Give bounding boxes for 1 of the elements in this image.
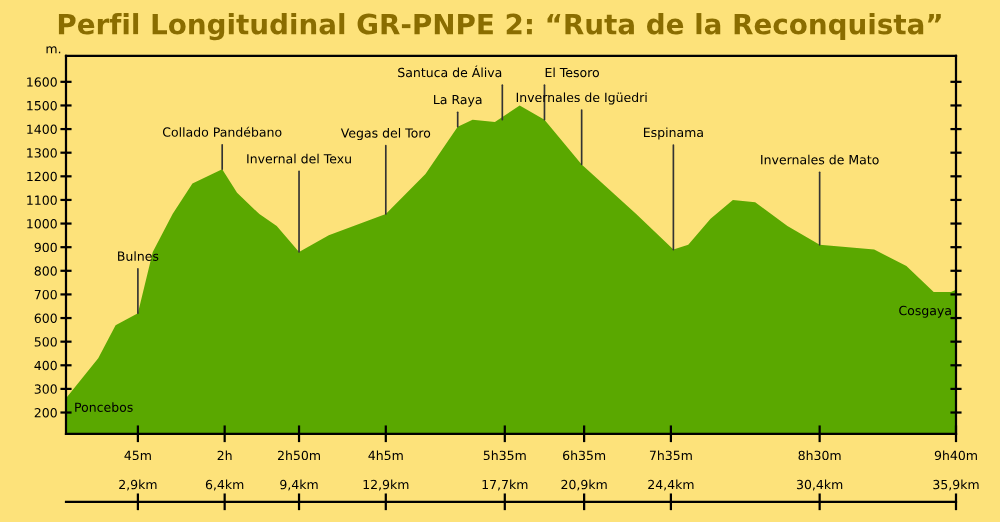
chart-title: Perfil Longitudinal GR-PNPE 2: “Ruta de la Reconquista” bbox=[58, 13, 941, 41]
